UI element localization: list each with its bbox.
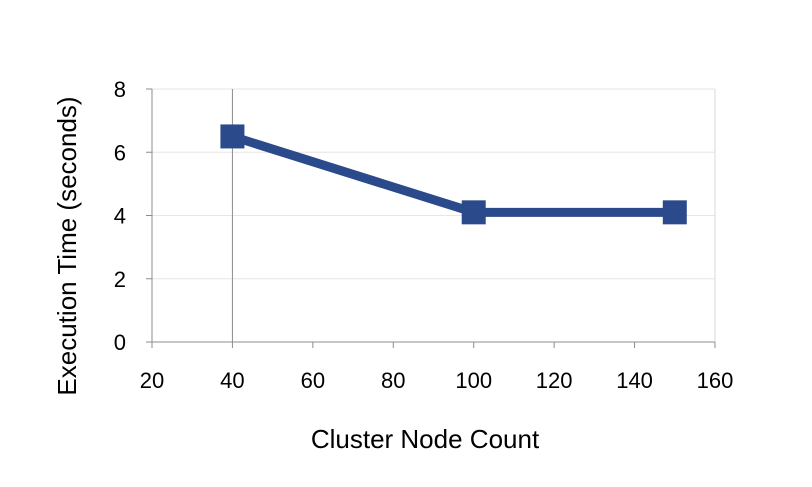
- y-tick-label: 6: [114, 140, 126, 165]
- x-tick-label: 160: [697, 368, 734, 393]
- series-line: [231, 132, 675, 217]
- y-tick-label: 2: [114, 267, 126, 292]
- y-axis-title: Execution Time (seconds): [52, 96, 82, 395]
- x-tick-label: 100: [455, 368, 492, 393]
- axes: [146, 88, 716, 348]
- x-axis-title: Cluster Node Count: [311, 424, 540, 454]
- x-tick-label: 60: [301, 368, 325, 393]
- x-tick-label: 80: [381, 368, 405, 393]
- data-point-marker: [662, 200, 687, 225]
- data-series: [220, 124, 687, 225]
- data-point-marker: [220, 124, 245, 149]
- y-tick-label: 4: [114, 204, 126, 229]
- y-tick-label: 0: [114, 330, 126, 355]
- x-tick-label: 140: [616, 368, 653, 393]
- x-tick-label: 40: [220, 368, 244, 393]
- x-tick-label: 120: [536, 368, 573, 393]
- tick-labels: 0 2 4 6 8 20 40 60 80 100 120 140 160: [114, 77, 734, 393]
- data-point-marker: [461, 200, 486, 225]
- x-tick-label: 20: [140, 368, 164, 393]
- y-tick-label: 8: [114, 77, 126, 102]
